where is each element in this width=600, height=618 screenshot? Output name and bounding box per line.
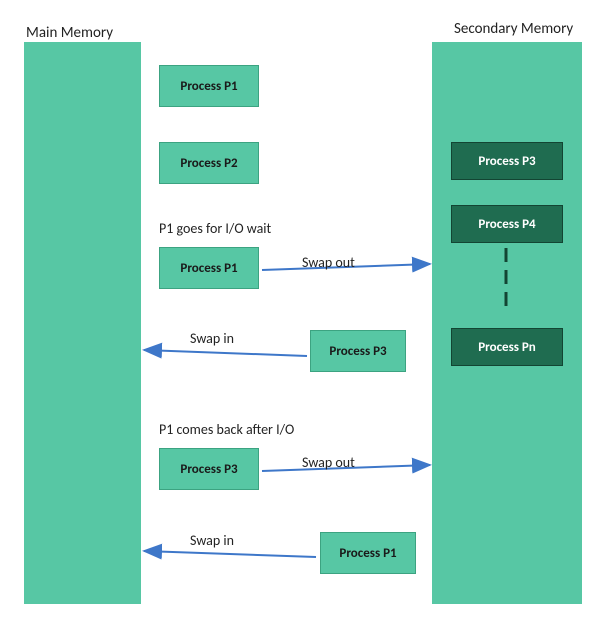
arrow-label-a4: Swap in <box>190 532 234 549</box>
arrow-a4 <box>0 0 600 618</box>
